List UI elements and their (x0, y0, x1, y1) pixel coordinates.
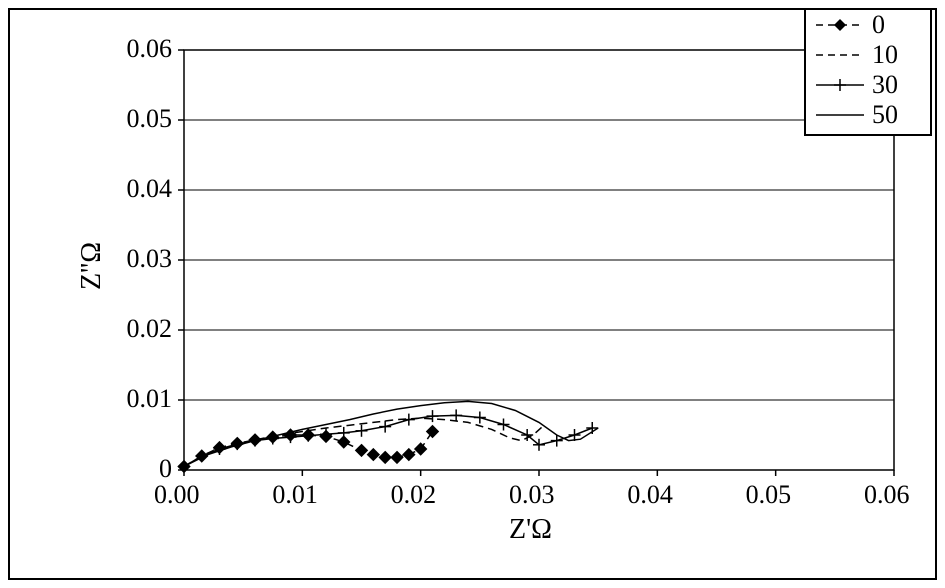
legend-marker-icon (812, 10, 868, 40)
y-tick-label: 0.03 (127, 244, 173, 274)
legend: 0103050 (804, 8, 932, 136)
y-tick-label: 0.02 (127, 314, 173, 344)
legend-marker-icon (812, 40, 868, 70)
legend-label: 0 (868, 10, 885, 40)
y-axis-title: Z''Ω (76, 242, 108, 290)
legend-row: 30 (806, 70, 930, 100)
x-tick-label: 0.01 (272, 480, 352, 510)
x-tick-label: 0.05 (746, 480, 826, 510)
x-tick-label: 0.03 (509, 480, 589, 510)
x-tick-label: 0.02 (391, 480, 471, 510)
legend-label: 30 (868, 70, 898, 100)
x-tick-label: 0.06 (864, 480, 944, 510)
x-tick-label: 0.04 (627, 480, 707, 510)
x-tick-label: 0.00 (154, 480, 234, 510)
legend-row: 0 (806, 10, 930, 40)
legend-label: 50 (868, 100, 898, 130)
y-tick-label: 0 (159, 454, 172, 484)
legend-marker-icon (812, 70, 868, 100)
y-tick-label: 0.05 (127, 104, 173, 134)
y-tick-label: 0.04 (127, 174, 173, 204)
legend-label: 10 (868, 40, 898, 70)
legend-row: 10 (806, 40, 930, 70)
x-axis-title: Z'Ω (509, 514, 552, 546)
legend-row: 50 (806, 100, 930, 130)
y-tick-label: 0.01 (127, 384, 173, 414)
legend-marker-icon (812, 100, 868, 130)
y-tick-label: 0.06 (127, 34, 173, 64)
